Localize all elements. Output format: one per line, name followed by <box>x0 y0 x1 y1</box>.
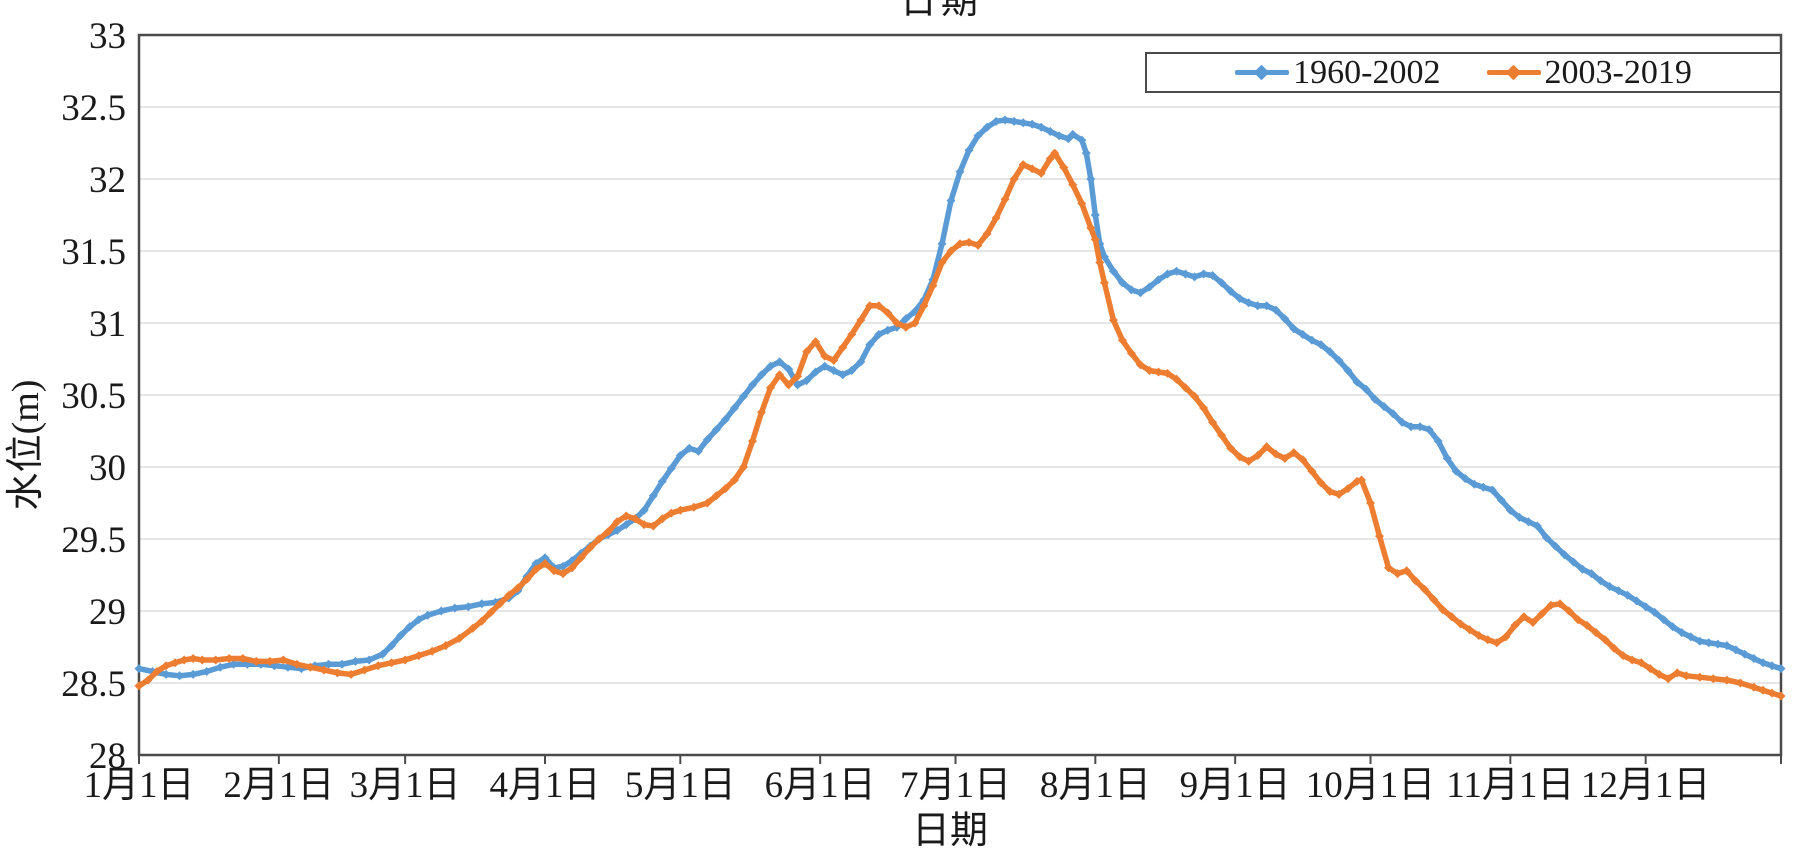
series-markers-2003-2019 <box>134 148 1786 701</box>
legend-swatch-diamond-icon <box>1253 64 1270 80</box>
y-tick-label: 31 <box>89 304 126 345</box>
x-tick-label: 9月1日 <box>1180 765 1291 806</box>
y-tick-label: 29.5 <box>61 520 126 561</box>
plot-border <box>137 33 1783 757</box>
x-tick-label: 10月1日 <box>1306 765 1436 806</box>
x-tick-label: 8月1日 <box>1040 765 1151 806</box>
series-markers-1960-2002 <box>134 115 1786 681</box>
x-tick-label: 5月1日 <box>625 765 736 806</box>
y-tick-label: 28.5 <box>61 664 126 705</box>
x-tick-label: 4月1日 <box>489 765 600 806</box>
x-tick-label: 12月1日 <box>1581 765 1711 806</box>
x-tick-label: 2月1日 <box>223 765 334 806</box>
x-tick-label: 11月1日 <box>1446 765 1574 806</box>
legend-line-marker-icon <box>1235 64 1290 80</box>
y-axis-title: 水位(m) <box>5 380 47 511</box>
y-tick-label: 32.5 <box>61 88 126 129</box>
legend-label: 2003-2019 <box>1544 53 1692 91</box>
x-tick-label: 1月1日 <box>84 765 195 806</box>
y-tick-label: 32 <box>89 160 126 201</box>
y-tick-label: 30.5 <box>61 376 126 417</box>
legend-swatch-diamond-icon <box>1505 64 1521 80</box>
legend-item: 1960-2002 <box>1235 53 1441 91</box>
legend-label: 1960-2002 <box>1293 53 1441 91</box>
clipped-top-text: 日期 <box>900 0 982 22</box>
y-tick-label: 29 <box>89 592 126 633</box>
y-tick-label: 30 <box>89 448 126 489</box>
y-tick-label: 33 <box>89 16 126 57</box>
x-tick-label: 3月1日 <box>350 765 461 806</box>
legend-item: 2003-2019 <box>1486 53 1692 91</box>
y-tick-label: 28 <box>89 736 126 777</box>
series-line-1960-2002 <box>136 117 1784 679</box>
legend-line-marker-icon <box>1486 64 1541 80</box>
x-tick-label: 7月1日 <box>900 765 1011 806</box>
x-axis-title: 日期 <box>912 810 988 852</box>
legend-box: 1960-2002 2003-2019 <box>1145 52 1782 93</box>
y-tick-label: 31.5 <box>61 232 126 273</box>
x-tick-label: 6月1日 <box>765 765 876 806</box>
series-line-2003-2019 <box>136 150 1784 699</box>
